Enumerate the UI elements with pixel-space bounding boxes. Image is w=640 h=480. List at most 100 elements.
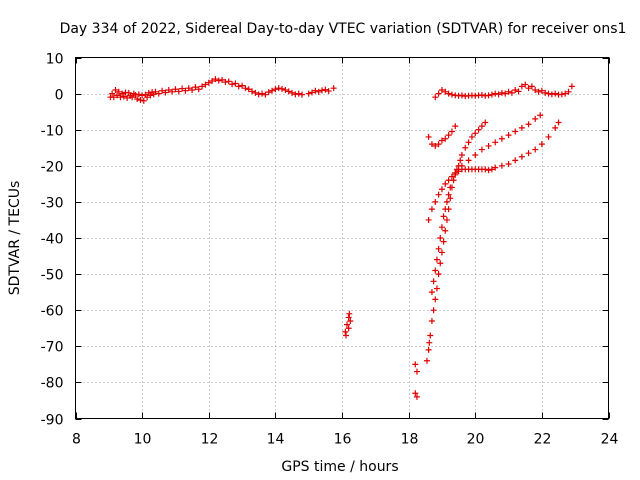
data-point: [445, 132, 452, 139]
data-point: [505, 88, 512, 95]
axis-ticks: [75, 57, 610, 420]
data-point: [525, 85, 532, 92]
data-point: [428, 318, 435, 325]
data-point: [299, 91, 306, 98]
data-point: [435, 245, 442, 252]
data-point: [428, 141, 435, 148]
series-steep-descent: [423, 119, 489, 364]
data-point: [229, 81, 236, 88]
data-point: [279, 85, 286, 92]
data-point: [435, 191, 442, 198]
data-point: [185, 85, 192, 92]
y-tick-label: 0: [55, 88, 64, 104]
data-point: [452, 170, 459, 177]
chart-title: Day 334 of 2022, Sidereal Day-to-day VTE…: [60, 21, 627, 37]
data-point: [538, 141, 545, 148]
data-point: [478, 92, 485, 99]
data-point: [555, 119, 562, 126]
data-point: [440, 238, 447, 245]
data-point: [518, 83, 525, 90]
data-point: [140, 97, 147, 104]
series-morning-band: [107, 76, 337, 104]
data-point: [545, 90, 552, 97]
data-point: [448, 173, 455, 180]
data-point: [488, 166, 495, 173]
data-point: [437, 260, 444, 267]
data-point: [219, 76, 226, 83]
x-tick-label: 14: [267, 432, 285, 448]
y-tick-label: -90: [41, 413, 64, 429]
data-point: [255, 91, 262, 98]
data-point: [498, 89, 505, 96]
data-point: [199, 83, 206, 90]
data-markers: [107, 76, 575, 400]
data-point: [413, 393, 420, 400]
data-point: [442, 88, 449, 95]
data-point: [192, 84, 199, 91]
data-point: [172, 86, 179, 93]
data-point: [502, 90, 509, 97]
data-point: [562, 90, 569, 97]
data-point: [205, 79, 212, 86]
data-point: [292, 91, 299, 98]
data-point: [485, 167, 492, 174]
data-point: [478, 123, 485, 130]
data-point: [129, 94, 136, 101]
series-arc-a: [425, 123, 459, 149]
x-tick-label: 24: [601, 432, 619, 448]
data-point: [325, 88, 332, 95]
data-point: [558, 91, 565, 98]
data-point: [482, 119, 489, 126]
data-point: [265, 89, 272, 96]
data-point: [115, 88, 122, 95]
data-point: [565, 88, 572, 95]
data-point: [345, 325, 352, 332]
data-point: [505, 160, 512, 167]
data-point: [225, 78, 232, 85]
data-point: [147, 92, 154, 99]
data-point: [425, 346, 432, 353]
data-point: [428, 289, 435, 296]
data-point: [472, 130, 479, 137]
y-tick-label: -60: [41, 304, 64, 320]
series-fan-line: [425, 166, 495, 223]
x-tick-label: 20: [467, 432, 485, 448]
data-point: [109, 90, 116, 97]
y-tick-labels: 10 0 -10 -20 -30 -40 -50 -60 -70 -80 -90: [41, 52, 64, 429]
data-point: [112, 86, 119, 93]
data-point: [179, 85, 186, 92]
data-point: [438, 224, 445, 231]
data-point: [114, 92, 121, 99]
data-point: [440, 213, 447, 220]
data-point: [438, 137, 445, 144]
data-point: [545, 133, 552, 140]
data-point: [209, 77, 216, 84]
data-point: [159, 87, 166, 94]
data-point: [542, 89, 549, 96]
data-point: [430, 278, 437, 285]
data-point: [423, 357, 430, 364]
data-point: [435, 271, 442, 278]
data-point: [442, 135, 449, 142]
data-point: [443, 216, 450, 223]
data-point: [455, 168, 462, 175]
data-point: [432, 198, 439, 205]
data-point: [139, 92, 146, 99]
data-point: [432, 94, 439, 101]
data-point: [347, 318, 354, 325]
data-point: [518, 153, 525, 160]
data-point: [552, 90, 559, 97]
y-tick-label: -30: [41, 196, 64, 212]
data-point: [412, 390, 419, 397]
y-tick-label: 10: [46, 52, 64, 68]
data-point: [452, 123, 459, 130]
data-point: [457, 157, 464, 164]
data-point: [232, 80, 239, 87]
data-point: [124, 94, 131, 101]
data-point: [262, 91, 269, 98]
data-point: [319, 87, 326, 94]
data-point: [144, 94, 151, 101]
data-point: [155, 90, 162, 97]
data-point: [447, 184, 454, 191]
data-point: [552, 124, 559, 131]
